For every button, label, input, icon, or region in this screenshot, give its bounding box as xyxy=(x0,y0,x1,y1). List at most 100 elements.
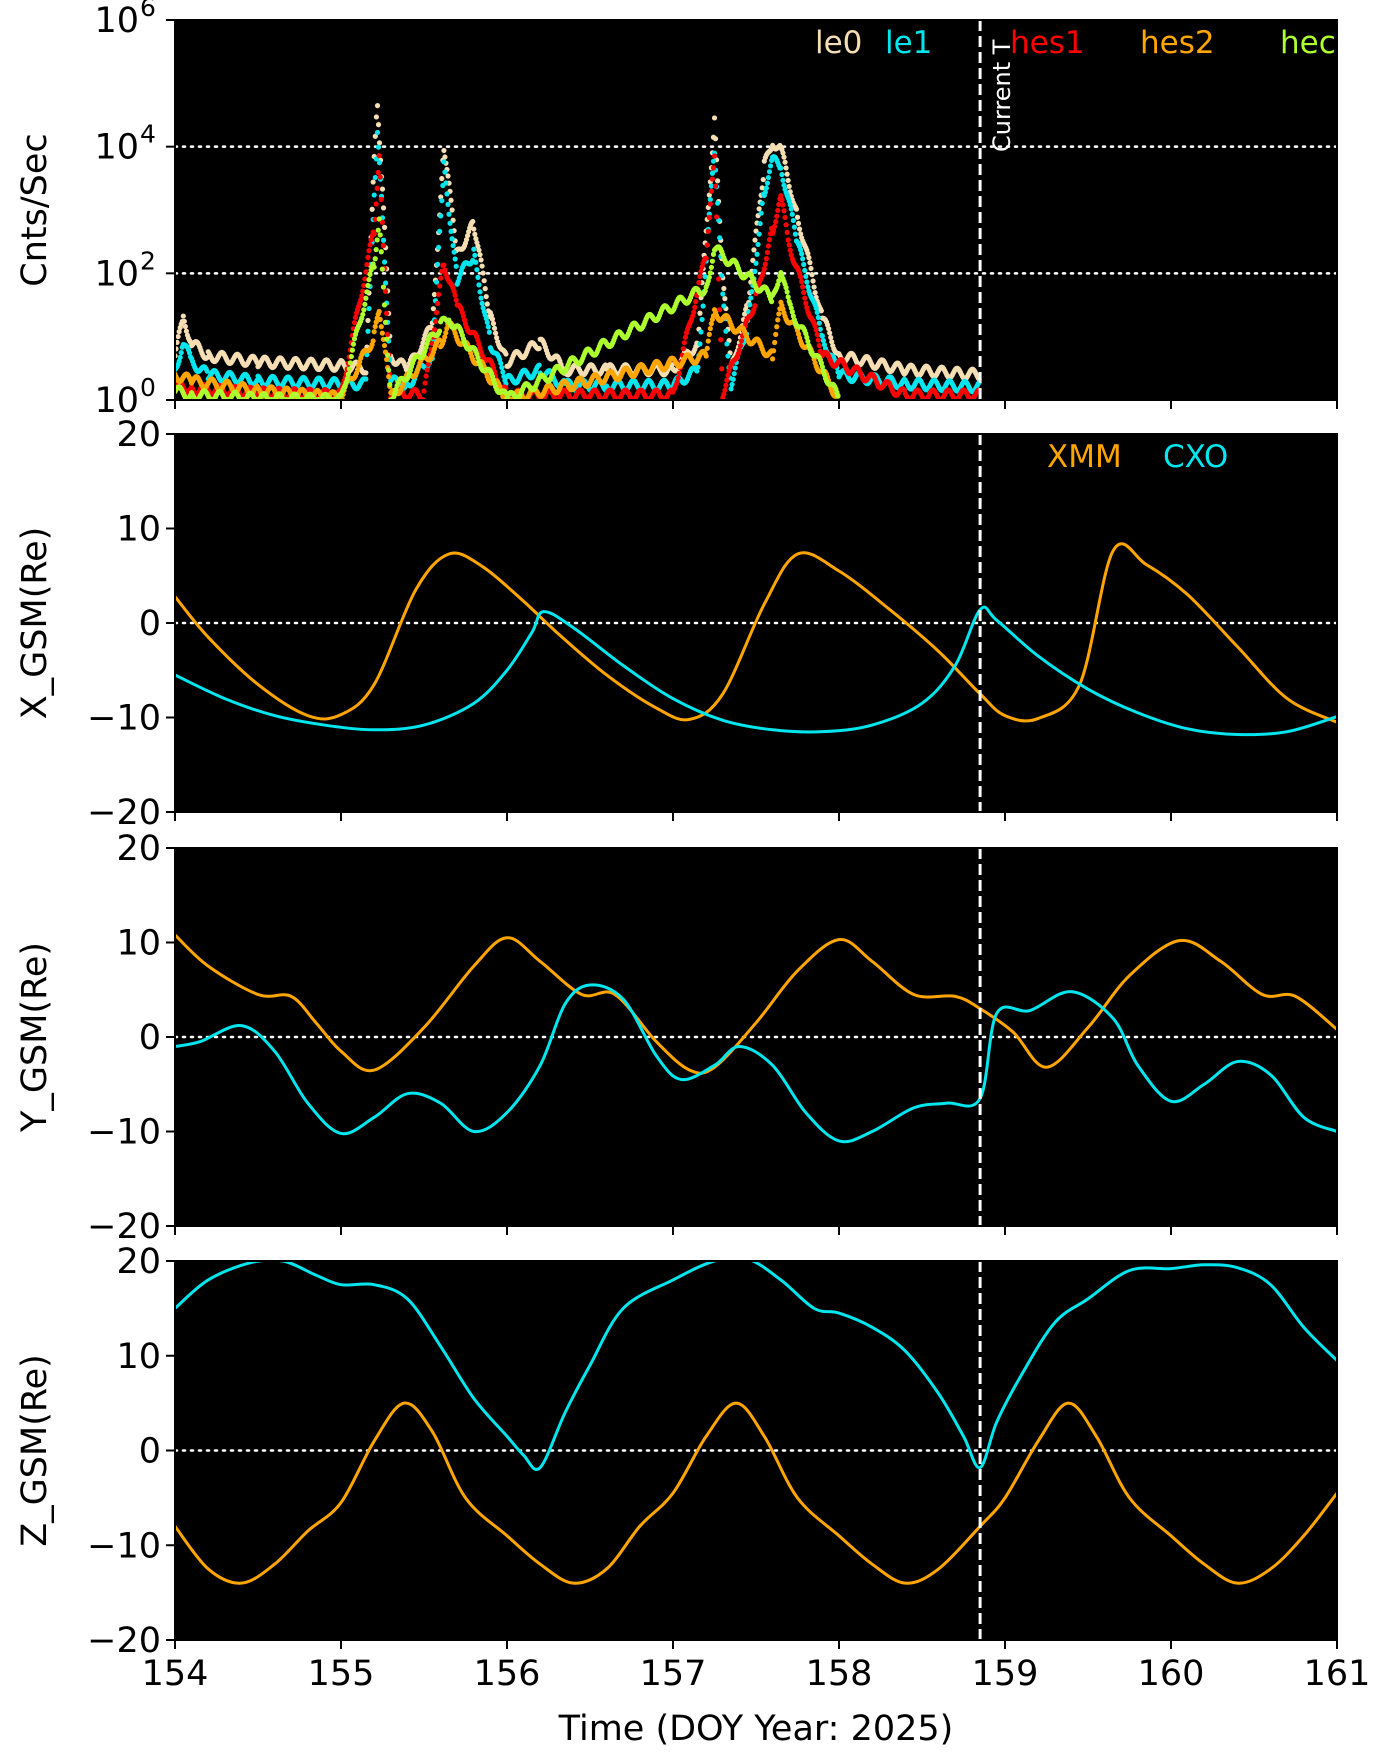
data-point xyxy=(491,325,498,331)
data-point xyxy=(476,341,482,347)
x-tick-label: 154 xyxy=(142,1654,209,1694)
data-point xyxy=(801,289,807,296)
data-point xyxy=(758,210,764,216)
plot-frame xyxy=(174,1260,1338,1641)
series-line-XMM xyxy=(175,1401,1337,1585)
data-point xyxy=(783,222,789,228)
data-point xyxy=(702,274,708,280)
data-point xyxy=(708,321,714,327)
data-point xyxy=(431,327,438,333)
data-point xyxy=(724,341,730,347)
data-point xyxy=(738,338,745,344)
data-point xyxy=(707,201,713,207)
y-tick-label: −10 xyxy=(87,1113,161,1153)
x-tick-label: 160 xyxy=(1138,1654,1205,1694)
plot-area xyxy=(175,103,982,400)
data-point xyxy=(786,183,792,189)
data-point xyxy=(787,189,793,195)
data-point xyxy=(351,336,358,342)
data-point xyxy=(700,303,706,309)
data-point xyxy=(709,258,716,264)
data-point xyxy=(435,300,441,307)
data-point xyxy=(810,278,816,284)
y-axis-label: Cnts/Sec xyxy=(15,133,55,286)
data-point xyxy=(770,356,776,362)
y-tick-label: 20 xyxy=(116,1242,161,1282)
data-point xyxy=(442,169,448,175)
data-point xyxy=(371,231,377,237)
data-point xyxy=(763,185,769,191)
data-point xyxy=(691,309,697,315)
data-point xyxy=(432,318,439,325)
data-point xyxy=(781,208,787,214)
y-tick-label: 10 xyxy=(94,128,139,168)
data-point xyxy=(814,309,820,316)
data-point xyxy=(182,323,188,330)
data-point xyxy=(176,358,182,364)
data-point xyxy=(752,237,758,243)
data-point xyxy=(363,370,369,376)
y-tick-label: 10 xyxy=(94,1,139,41)
data-point xyxy=(442,154,448,160)
data-point xyxy=(433,279,440,285)
data-point xyxy=(490,320,497,327)
data-point xyxy=(365,254,371,260)
plot-background xyxy=(175,848,1337,1226)
data-point xyxy=(374,103,381,109)
data-point xyxy=(775,317,781,323)
y-tick-exponent: 0 xyxy=(140,373,156,402)
data-point xyxy=(376,216,382,222)
data-point xyxy=(373,114,380,120)
data-point xyxy=(471,246,477,252)
data-point xyxy=(779,197,785,203)
data-point xyxy=(695,364,701,370)
data-point xyxy=(721,285,727,292)
data-point xyxy=(377,316,383,323)
data-point xyxy=(814,332,820,338)
data-point xyxy=(383,336,390,342)
data-point xyxy=(737,343,744,349)
data-point xyxy=(759,185,765,191)
data-point xyxy=(376,308,382,315)
data-point xyxy=(706,214,712,221)
data-point xyxy=(503,351,509,357)
data-point xyxy=(680,346,686,352)
data-point xyxy=(446,211,452,217)
data-point xyxy=(473,236,479,242)
data-point xyxy=(747,302,753,308)
data-point xyxy=(756,206,762,212)
data-point xyxy=(443,330,449,336)
data-point xyxy=(372,216,378,222)
data-point xyxy=(536,345,542,352)
data-point xyxy=(798,274,804,280)
legend-hes1: hes1 xyxy=(1010,25,1085,61)
data-point xyxy=(204,368,210,374)
data-point xyxy=(355,367,361,373)
data-point xyxy=(754,251,760,257)
data-point xyxy=(460,313,467,319)
data-point xyxy=(380,284,387,290)
data-point xyxy=(376,153,382,159)
data-point xyxy=(766,169,773,175)
data-point xyxy=(492,330,499,336)
data-point xyxy=(827,330,833,336)
data-point xyxy=(375,144,382,150)
data-point xyxy=(819,364,826,370)
data-point xyxy=(819,333,826,339)
data-point xyxy=(703,255,709,261)
data-point xyxy=(828,334,834,341)
data-point xyxy=(436,337,443,343)
data-point xyxy=(761,266,767,272)
data-point xyxy=(373,201,379,207)
data-point xyxy=(789,211,795,217)
data-point xyxy=(803,273,809,279)
data-point xyxy=(709,176,716,182)
x-tick-label: 155 xyxy=(308,1654,375,1694)
data-point xyxy=(768,298,775,305)
data-point xyxy=(780,150,786,156)
data-point xyxy=(372,256,378,262)
data-point xyxy=(373,319,379,325)
series-line-CXO xyxy=(175,605,1337,737)
data-point xyxy=(379,330,385,336)
